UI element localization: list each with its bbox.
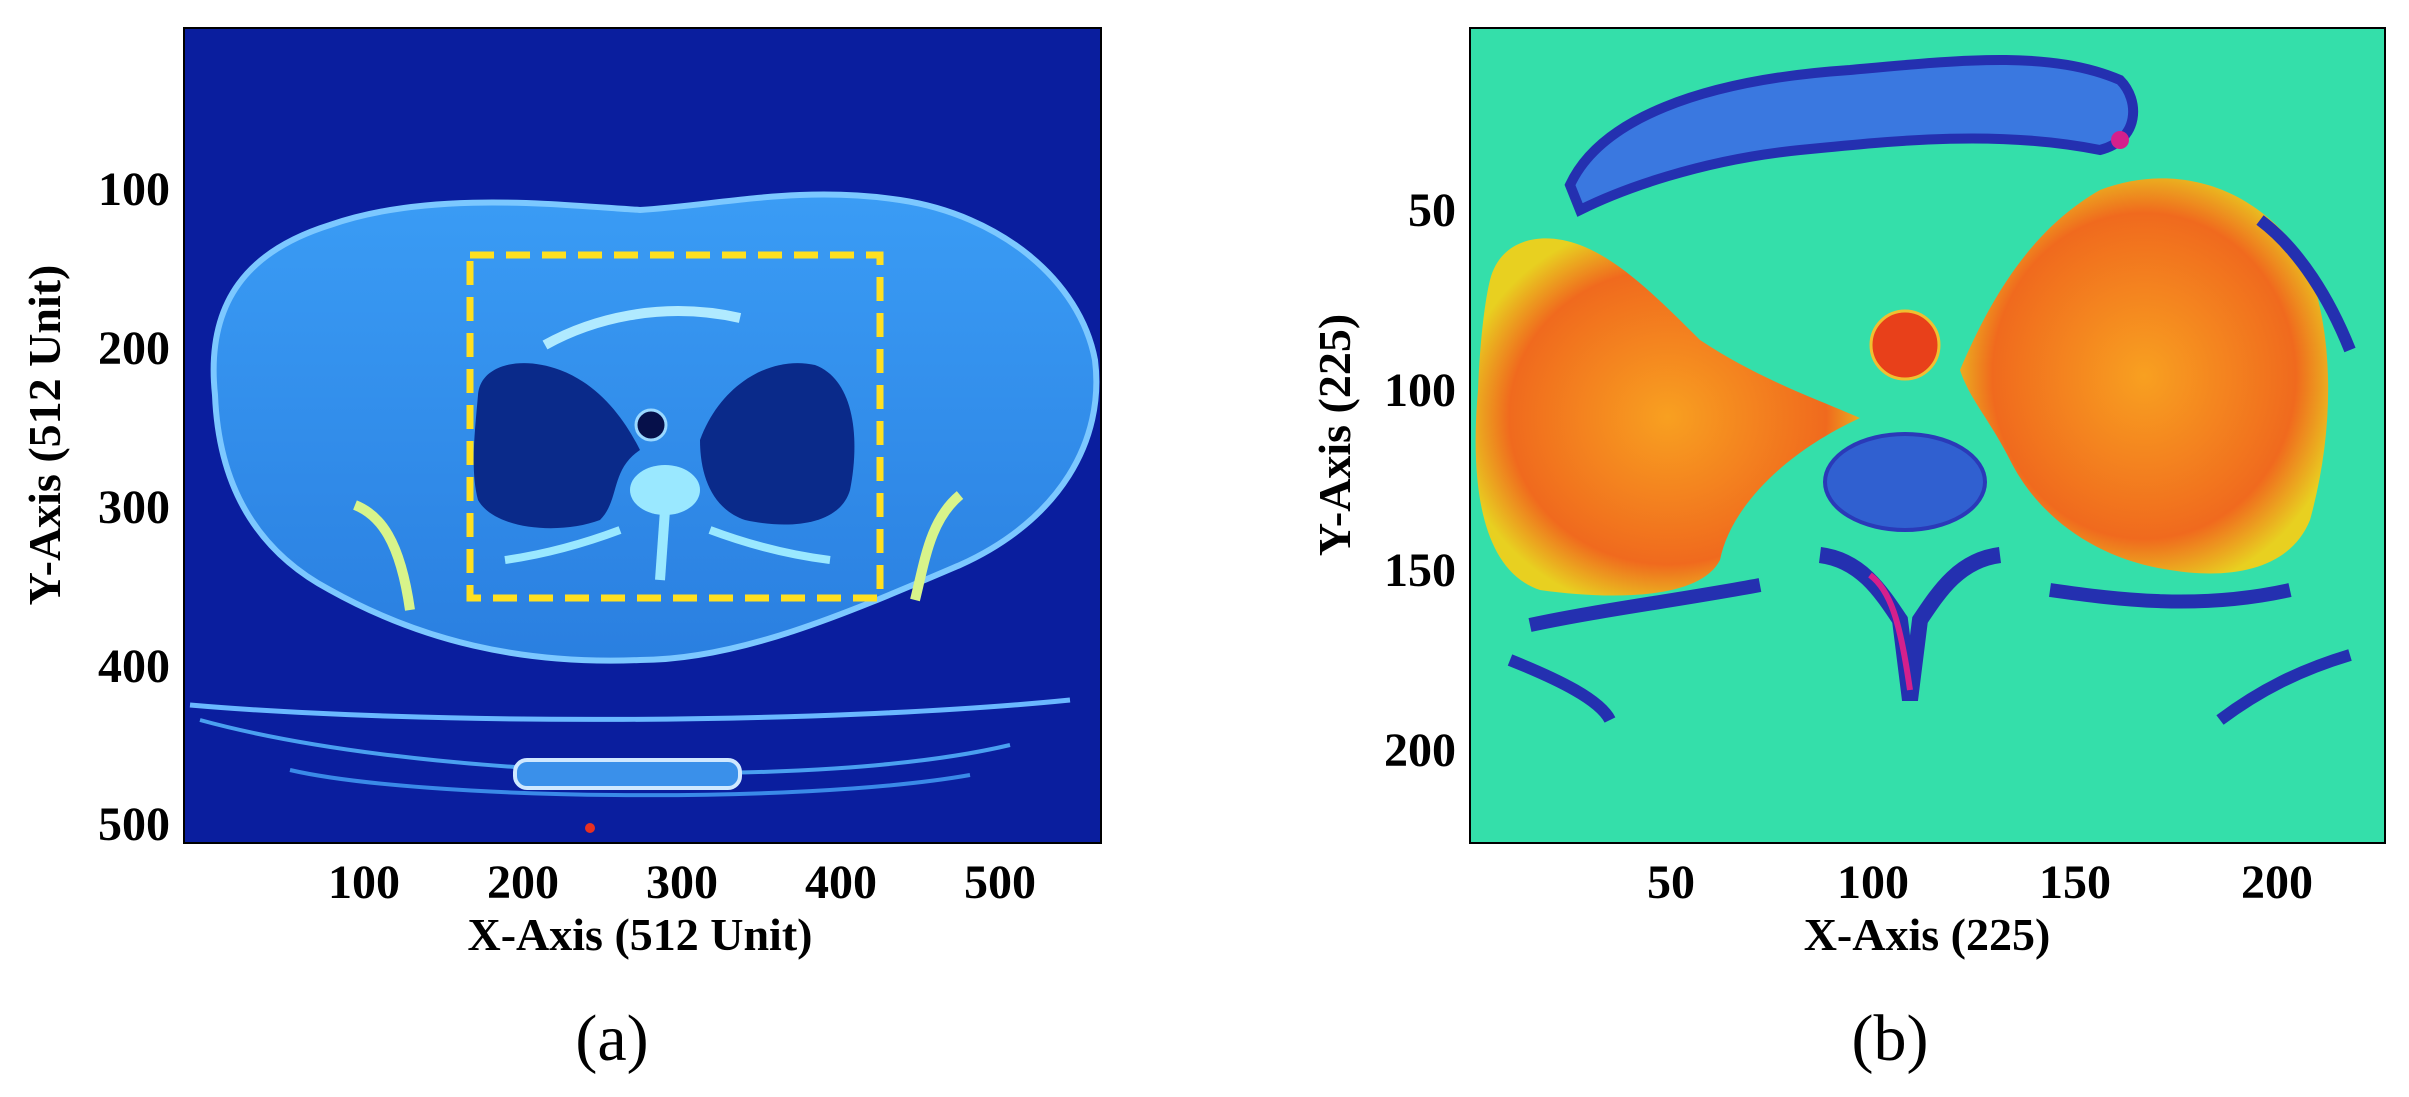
x-tick-label: 100: [1837, 856, 1909, 909]
left-lung: [700, 363, 855, 525]
spinous-process: [655, 509, 670, 581]
axes-frame-b: [1469, 27, 2386, 844]
left-lung: [1960, 178, 2329, 574]
x-tick-label: 50: [1647, 856, 1695, 909]
y-tick-label: 400: [98, 640, 170, 693]
aorta: [1869, 309, 1941, 381]
spine-highlight: [1868, 572, 1913, 691]
x-ticks-b: 50 100 150 200: [1647, 856, 2313, 909]
right-lung: [1475, 238, 1860, 596]
vertebra: [630, 465, 700, 515]
sternum: [542, 306, 742, 350]
y-axis-label-b: Y-Axis (225): [1309, 314, 1360, 556]
y-tick-label: 100: [1384, 364, 1456, 417]
table-line: [289, 768, 971, 798]
table-line: [189, 697, 1071, 722]
right-lung: [473, 363, 640, 529]
scapula: [2256, 215, 2356, 353]
ct-image-a: [189, 191, 1100, 833]
rib: [1507, 654, 1616, 724]
y-tick-label: 300: [98, 481, 170, 534]
rib: [504, 526, 622, 564]
roi-box: [466, 251, 884, 602]
x-tick-label: 400: [805, 856, 877, 909]
y-tick-label: 200: [98, 322, 170, 375]
axes-frame-a: [183, 27, 1102, 844]
x-tick-label: 300: [646, 856, 718, 909]
trachea: [634, 408, 668, 442]
y-ticks-b: 50 100 150 200: [1384, 184, 1456, 777]
sternum: [1564, 55, 2138, 217]
x-tick-label: 500: [964, 856, 1036, 909]
vertebra: [1823, 432, 1987, 532]
rib: [2216, 649, 2352, 725]
x-tick-label: 200: [487, 856, 559, 909]
y-tick-label: 500: [98, 798, 170, 851]
x-axis-label-b: X-Axis (225): [1804, 909, 2051, 960]
y-ticks-a: 100 200 300 400 500: [98, 163, 170, 851]
table-pad: [513, 758, 742, 790]
y-axis-label-a: Y-Axis (512 Unit): [19, 265, 70, 606]
x-tick-label: 150: [2039, 856, 2111, 909]
x-ticks-a: 100 200 300 400 500: [328, 856, 1036, 909]
x-tick-label: 200: [2241, 856, 2313, 909]
caption-b: (b): [1852, 1002, 1929, 1075]
highlight-spot: [2111, 131, 2129, 149]
caption-a: (a): [575, 1002, 648, 1075]
spinous-process: [1818, 547, 2002, 701]
x-tick-label: 100: [328, 856, 400, 909]
y-tick-label: 100: [98, 163, 170, 216]
scapula: [352, 500, 415, 611]
y-tick-label: 200: [1384, 724, 1456, 777]
y-tick-label: 50: [1408, 184, 1456, 237]
rib: [1528, 578, 1762, 632]
ct-image-b: [1470, 28, 2385, 843]
panel-a: 100 200 300 400 500 100 200 300 400 500 …: [19, 27, 1102, 1075]
scapula: [910, 491, 964, 602]
rib: [708, 526, 831, 564]
panel-b: 50 100 150 200 50 100 150 200 X-Axis (22…: [1309, 27, 2386, 1075]
rib: [2049, 583, 2292, 609]
artifact: [585, 823, 595, 833]
y-tick-label: 150: [1384, 544, 1456, 597]
x-axis-label-a: X-Axis (512 Unit): [468, 909, 813, 960]
